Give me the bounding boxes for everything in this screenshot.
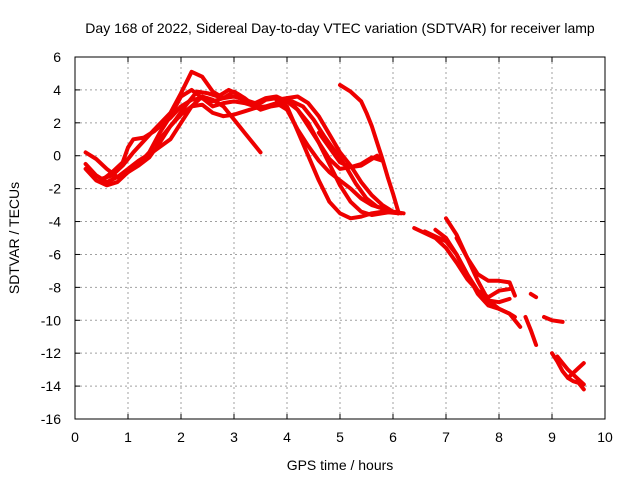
series-arc-16 — [454, 236, 517, 319]
y-tick-label: -2 — [49, 181, 62, 197]
x-tick-label: 5 — [336, 429, 344, 445]
series-arc-22 — [565, 361, 586, 380]
y-tick-label: -16 — [41, 411, 61, 427]
data-series — [83, 69, 586, 392]
y-tick-label: 6 — [53, 49, 61, 65]
series-arc-14 — [433, 227, 512, 300]
y-tick-label: -6 — [49, 246, 62, 262]
x-axis-ticks: 0 1 2 3 4 5 6 7 8 9 10 — [71, 57, 613, 445]
x-tick-label: 3 — [230, 429, 238, 445]
x-tick-label: 6 — [389, 429, 397, 445]
x-tick-label: 7 — [442, 429, 450, 445]
series-arc-10 — [338, 83, 401, 214]
x-tick-label: 10 — [597, 429, 613, 445]
y-axis-ticks: 6 4 2 0 -2 -4 -6 -8 -10 -12 -14 -16 — [41, 49, 605, 427]
x-tick-label: 1 — [124, 429, 132, 445]
y-tick-label: 0 — [53, 148, 61, 164]
y-tick-label: -4 — [49, 214, 62, 230]
grid — [75, 57, 605, 419]
series-arc-3 — [83, 101, 403, 216]
series-arc-1 — [83, 94, 263, 185]
y-tick-label: -10 — [41, 312, 61, 328]
y-tick-label: -14 — [41, 378, 61, 394]
y-tick-label: 4 — [53, 82, 61, 98]
series-arc-5 — [88, 69, 258, 181]
x-tick-label: 8 — [495, 429, 503, 445]
series-arc-18 — [528, 291, 539, 300]
series-arc-17 — [523, 315, 539, 347]
chart-title: Day 168 of 2022, Sidereal Day-to-day VTE… — [85, 20, 595, 36]
x-tick-label: 4 — [283, 429, 291, 445]
x-tick-label: 2 — [177, 429, 185, 445]
series-arc-19 — [542, 315, 565, 324]
series-arc-21 — [555, 354, 586, 387]
series-arc-4 — [99, 94, 385, 183]
series-arc-6 — [152, 87, 289, 147]
series-arc-7 — [274, 96, 406, 217]
y-tick-label: -8 — [49, 279, 62, 295]
series-arc-8 — [285, 94, 401, 216]
x-tick-label: 9 — [548, 429, 556, 445]
plot-frame — [74, 56, 606, 420]
y-tick-label: -12 — [41, 345, 61, 361]
y-tick-label: 2 — [53, 115, 61, 131]
x-tick-label: 0 — [71, 429, 79, 445]
x-axis-label: GPS time / hours — [287, 457, 394, 473]
series-arc-11 — [316, 130, 385, 170]
y-axis-label: SDTVAR / TECUs — [6, 182, 22, 294]
